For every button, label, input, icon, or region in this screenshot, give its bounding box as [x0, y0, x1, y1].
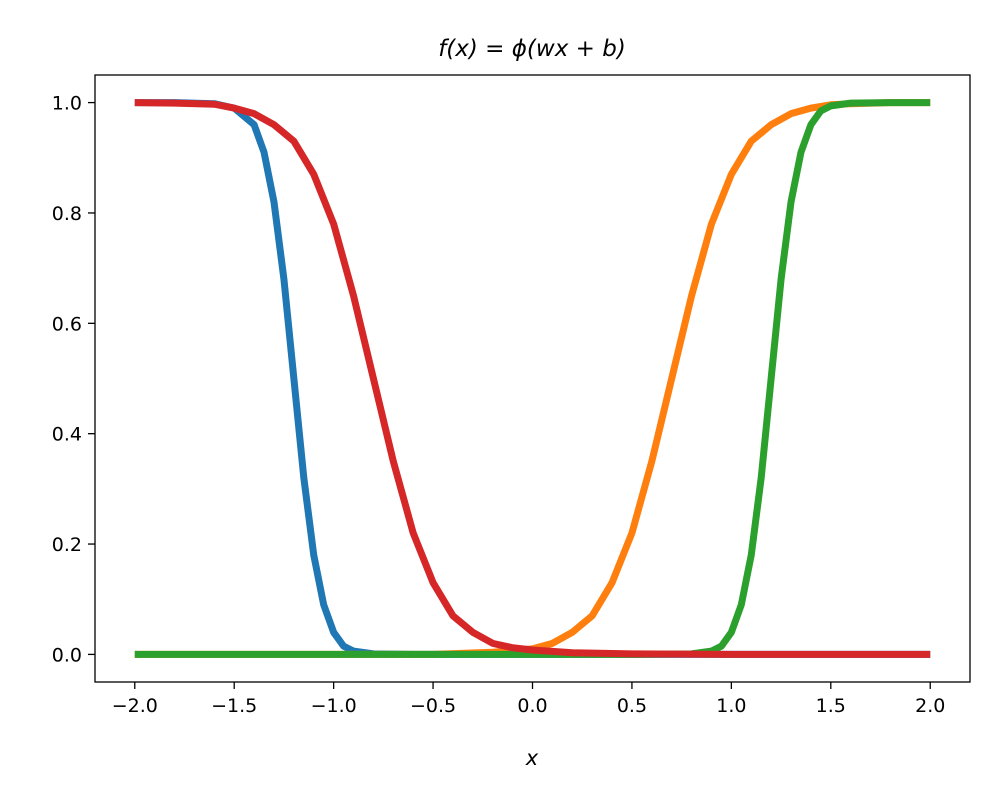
x-axis-ticks: −2.0 −1.5 −1.0 −0.5 0.0 0.5 1.0 1.5 2.0: [112, 682, 945, 717]
x-tick-label: 1.0: [716, 695, 746, 717]
chart-title: f(x) = ϕ(wx + b): [438, 36, 626, 62]
x-tick-label: −1.0: [311, 695, 357, 717]
x-axis-label: x: [525, 746, 539, 770]
series-lines: [134, 99, 931, 658]
x-tick-label: 2.0: [915, 695, 945, 717]
y-tick-label: 0.0: [52, 644, 82, 666]
x-tick-label: −1.5: [211, 695, 257, 717]
y-tick-label: 0.2: [52, 534, 82, 556]
x-tick-label: −2.0: [112, 695, 158, 717]
y-axis-ticks: 0.0 0.2 0.4 0.6 0.8 1.0: [52, 93, 95, 666]
series-line-4: [134, 99, 931, 658]
x-tick-label: 0.0: [517, 695, 547, 717]
y-tick-label: 0.4: [52, 424, 82, 446]
y-tick-label: 0.8: [52, 203, 82, 225]
x-tick-label: 1.5: [816, 695, 846, 717]
x-tick-label: −0.5: [410, 695, 456, 717]
y-tick-label: 1.0: [52, 93, 82, 115]
y-tick-label: 0.6: [52, 313, 82, 335]
x-tick-label: 0.5: [617, 695, 647, 717]
